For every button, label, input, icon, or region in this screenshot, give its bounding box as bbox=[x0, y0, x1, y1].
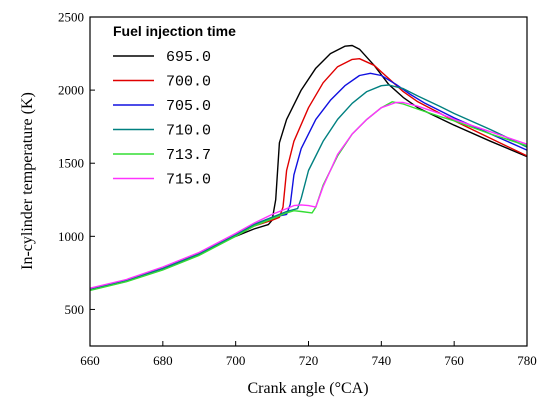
legend: Fuel injection time 695.0 700.0 705.0 710.0… bbox=[113, 23, 236, 189]
x-tick-label: 680 bbox=[153, 353, 173, 368]
series-line-5 bbox=[89, 101, 528, 289]
legend-label-4: 713.7 bbox=[166, 147, 211, 164]
legend-label-0: 695.0 bbox=[166, 49, 211, 66]
legend-label-2: 705.0 bbox=[166, 98, 211, 115]
x-tick-label: 740 bbox=[372, 353, 392, 368]
legend-label-3: 710.0 bbox=[166, 123, 211, 140]
y-tick-label: 1500 bbox=[58, 156, 84, 171]
y-tick-label: 500 bbox=[65, 302, 85, 317]
y-tick-label: 2000 bbox=[58, 83, 84, 98]
axis-ticks: 660 680 700 720 740 760 780 500 1000 1500 2000 2500 bbox=[58, 10, 537, 369]
x-axis-title: Crank angle (°CA) bbox=[247, 380, 368, 397]
x-tick-label: 660 bbox=[80, 353, 100, 368]
series-line-0 bbox=[89, 44, 528, 290]
x-tick-label: 780 bbox=[517, 353, 537, 368]
plot-frame bbox=[89, 16, 528, 347]
x-tick-label: 720 bbox=[299, 353, 319, 368]
series-line-2 bbox=[89, 72, 528, 290]
series-lines bbox=[89, 44, 528, 292]
x-tick-label: 760 bbox=[444, 353, 464, 368]
series-line-4 bbox=[89, 101, 528, 292]
x-tick-label: 700 bbox=[226, 353, 246, 368]
series-line-3 bbox=[89, 84, 528, 290]
y-tick-label: 2500 bbox=[58, 10, 84, 25]
legend-title: Fuel injection time bbox=[113, 23, 236, 39]
y-tick-label: 1000 bbox=[58, 229, 84, 244]
legend-label-1: 700.0 bbox=[166, 74, 211, 91]
series-line-1 bbox=[89, 58, 528, 290]
legend-label-5: 715.0 bbox=[166, 172, 211, 189]
y-axis-title: In-cylinder temperature (K) bbox=[19, 92, 36, 270]
